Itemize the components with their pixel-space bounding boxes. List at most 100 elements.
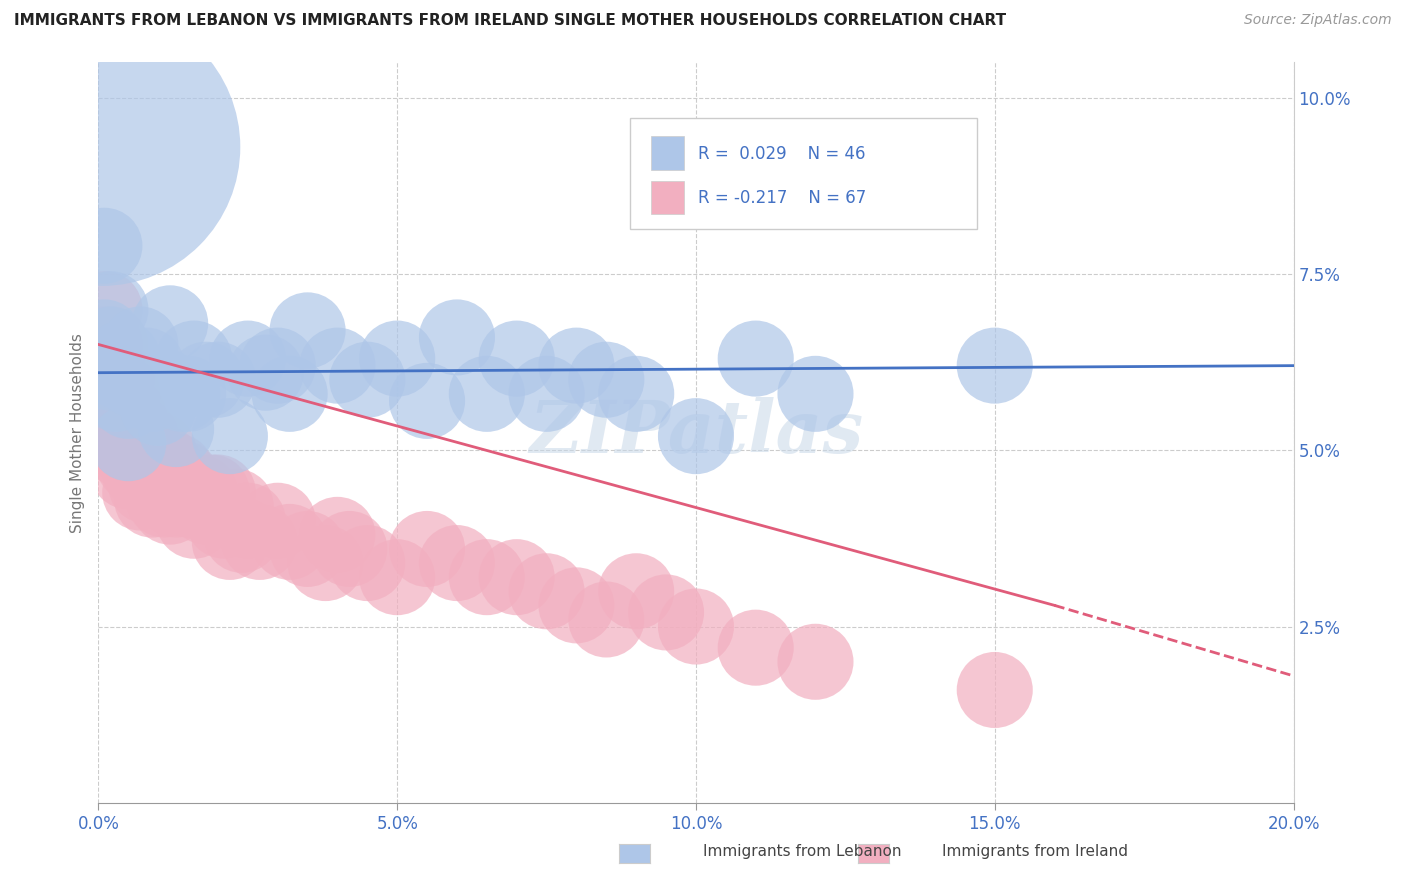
Point <box>565 359 588 373</box>
Point <box>172 471 194 485</box>
Point <box>159 500 181 514</box>
Point <box>685 429 707 443</box>
Text: Immigrants from Ireland: Immigrants from Ireland <box>942 845 1128 859</box>
Point <box>129 337 152 351</box>
Point <box>93 239 115 253</box>
Point <box>326 528 349 542</box>
Point <box>267 514 290 528</box>
Point <box>111 387 134 401</box>
Point <box>267 359 290 373</box>
Point <box>804 655 827 669</box>
Point <box>159 316 181 330</box>
Point <box>626 584 648 599</box>
Point <box>446 330 468 344</box>
Point <box>129 464 152 478</box>
Point <box>385 351 409 366</box>
Point <box>236 351 259 366</box>
Point <box>745 640 768 655</box>
Point <box>297 541 319 556</box>
Point <box>219 535 242 549</box>
Point <box>326 359 349 373</box>
Point <box>212 514 235 528</box>
Point <box>356 556 378 570</box>
Text: Source: ZipAtlas.com: Source: ZipAtlas.com <box>1244 13 1392 28</box>
Point <box>195 500 218 514</box>
Point <box>595 373 617 387</box>
Point <box>159 478 181 492</box>
Point <box>117 408 139 422</box>
Point <box>117 393 139 408</box>
Point <box>231 528 253 542</box>
Point <box>111 443 134 458</box>
Point <box>195 373 218 387</box>
Point <box>207 485 229 500</box>
Point <box>124 429 146 443</box>
Point <box>93 330 115 344</box>
Point <box>626 387 648 401</box>
Point <box>177 387 200 401</box>
Point <box>201 485 224 500</box>
Point <box>356 373 378 387</box>
Point <box>249 535 271 549</box>
Point <box>278 387 301 401</box>
Point <box>153 492 176 507</box>
Point <box>685 619 707 633</box>
Point <box>475 570 498 584</box>
Point <box>254 366 277 380</box>
Point <box>278 535 301 549</box>
Point <box>536 584 558 599</box>
Point <box>225 500 247 514</box>
Point <box>135 443 157 458</box>
Point <box>595 612 617 626</box>
Point <box>98 302 122 317</box>
Point <box>98 337 122 351</box>
Point <box>148 401 170 415</box>
Point <box>117 443 139 458</box>
Point <box>105 408 128 422</box>
Point <box>804 387 827 401</box>
Point <box>565 599 588 613</box>
Point <box>124 458 146 472</box>
Point <box>315 556 337 570</box>
Point <box>117 436 139 450</box>
FancyBboxPatch shape <box>651 181 685 214</box>
Point <box>219 429 242 443</box>
Point <box>984 683 1007 698</box>
Point <box>129 429 152 443</box>
Point <box>141 387 163 401</box>
Point <box>183 514 205 528</box>
Point <box>111 366 134 380</box>
Text: IMMIGRANTS FROM LEBANON VS IMMIGRANTS FROM IRELAND SINGLE MOTHER HOUSEHOLDS CORR: IMMIGRANTS FROM LEBANON VS IMMIGRANTS FR… <box>14 13 1007 29</box>
Point <box>98 366 122 380</box>
Point <box>236 514 259 528</box>
Point <box>135 359 157 373</box>
Point <box>177 492 200 507</box>
Point <box>105 359 128 373</box>
Point <box>475 387 498 401</box>
Point <box>207 373 229 387</box>
Point <box>98 373 122 387</box>
Point <box>124 373 146 387</box>
Point <box>98 393 122 408</box>
Text: ZIPatlas: ZIPatlas <box>529 397 863 468</box>
Point <box>90 140 112 154</box>
Point <box>506 570 529 584</box>
Text: Immigrants from Lebanon: Immigrants from Lebanon <box>703 845 901 859</box>
Point <box>446 556 468 570</box>
Point <box>655 606 678 620</box>
Point <box>111 351 134 366</box>
FancyBboxPatch shape <box>651 136 685 169</box>
Point <box>339 541 361 556</box>
Point <box>745 351 768 366</box>
Point <box>105 387 128 401</box>
Point <box>385 570 409 584</box>
Y-axis label: Single Mother Households: Single Mother Households <box>69 333 84 533</box>
Point <box>98 337 122 351</box>
Point <box>188 485 211 500</box>
Point <box>93 302 115 317</box>
Point <box>129 485 152 500</box>
Point <box>105 373 128 387</box>
Point <box>183 351 205 366</box>
Point <box>153 380 176 394</box>
Point <box>93 337 115 351</box>
